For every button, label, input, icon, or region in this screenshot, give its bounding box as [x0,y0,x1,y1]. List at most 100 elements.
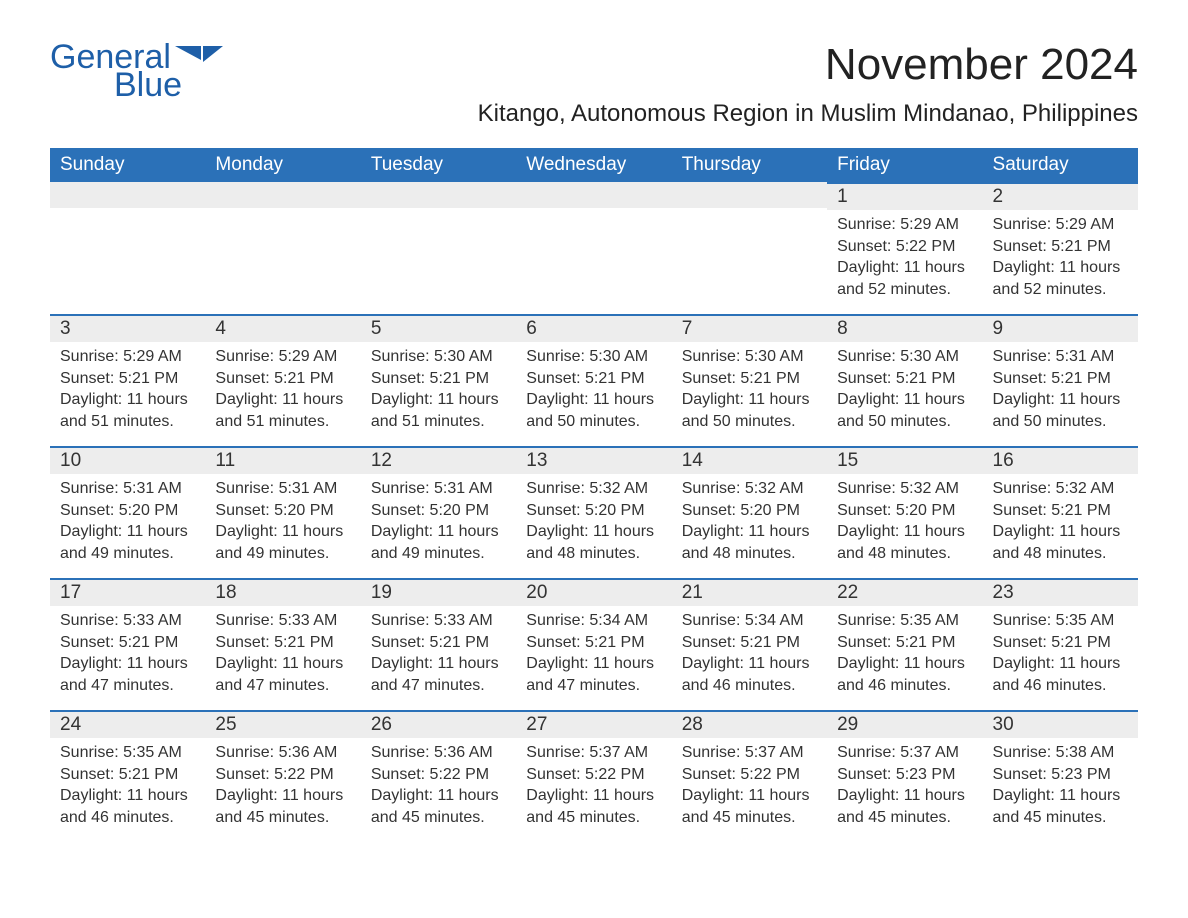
calendar-cell: 11 Sunrise: 5:31 AMSunset: 5:20 PMDayligh… [205,446,360,578]
calendar-row: 10Sunrise: 5:31 AMSunset: 5:20 PMDayligh… [50,446,1138,578]
sunset-text: Sunset: 5:21 PM [993,368,1128,390]
sunrise-text: Sunrise: 5:31 AM [215,478,350,500]
logo-text-blue: Blue [114,68,182,102]
sunrise-text: Sunrise: 5:37 AM [682,742,817,764]
sunrise-text: Sunrise: 5:37 AM [526,742,661,764]
calendar-cell: 22Sunrise: 5:35 AMSunset: 5:21 PMDayligh… [827,578,982,710]
calendar-cell: 15Sunrise: 5:32 AMSunset: 5:20 PMDayligh… [827,446,982,578]
calendar-cell: 25Sunrise: 5:36 AMSunset: 5:22 PMDayligh… [205,710,360,842]
day-header: Tuesday [361,148,516,182]
calendar-cell: 8Sunrise: 5:30 AMSunset: 5:21 PMDaylight… [827,314,982,446]
daylight-text: Daylight: 11 hours and 52 minutes. [837,257,972,300]
day-header: Friday [827,148,982,182]
daylight-text: Daylight: 11 hours and 46 minutes. [993,653,1128,696]
sunset-text: Sunset: 5:21 PM [215,368,350,390]
day-number: 2 [983,182,1138,210]
daylight-text: Daylight: 11 hours and 46 minutes. [682,653,817,696]
calendar-cell: 13Sunrise: 5:32 AMSunset: 5:20 PMDayligh… [516,446,671,578]
calendar-cell [516,182,671,314]
calendar-table: Sunday Monday Tuesday Wednesday Thursday… [50,148,1138,842]
day-body: Sunrise: 5:34 AMSunset: 5:21 PMDaylight:… [516,606,671,706]
calendar-cell: 16Sunrise: 5:32 AMSunset: 5:21 PMDayligh… [983,446,1138,578]
daylight-text: Daylight: 11 hours and 51 minutes. [371,389,506,432]
calendar-row: 24Sunrise: 5:35 AMSunset: 5:21 PMDayligh… [50,710,1138,842]
day-number: 19 [361,578,516,606]
sunset-text: Sunset: 5:23 PM [993,764,1128,786]
day-header: Sunday [50,148,205,182]
calendar-cell: 17Sunrise: 5:33 AMSunset: 5:21 PMDayligh… [50,578,205,710]
daylight-text: Daylight: 11 hours and 49 minutes. [215,521,350,564]
day-body: Sunrise: 5:35 AMSunset: 5:21 PMDaylight:… [983,606,1138,706]
sunset-text: Sunset: 5:22 PM [215,764,350,786]
sunset-text: Sunset: 5:21 PM [60,368,195,390]
day-number-empty [516,182,671,208]
sunrise-text: Sunrise: 5:31 AM [60,478,195,500]
day-body: Sunrise: 5:36 AMSunset: 5:22 PMDaylight:… [361,738,516,838]
sunset-text: Sunset: 5:23 PM [837,764,972,786]
day-number: 23 [983,578,1138,606]
sunset-text: Sunset: 5:20 PM [682,500,817,522]
sunset-text: Sunset: 5:20 PM [837,500,972,522]
calendar-row: 1Sunrise: 5:29 AMSunset: 5:22 PMDaylight… [50,182,1138,314]
calendar-cell: 14Sunrise: 5:32 AMSunset: 5:20 PMDayligh… [672,446,827,578]
day-number: 18 [205,578,360,606]
sunset-text: Sunset: 5:21 PM [682,368,817,390]
day-body: Sunrise: 5:33 AMSunset: 5:21 PMDaylight:… [205,606,360,706]
sunset-text: Sunset: 5:20 PM [371,500,506,522]
sunset-text: Sunset: 5:21 PM [993,236,1128,258]
daylight-text: Daylight: 11 hours and 50 minutes. [993,389,1128,432]
daylight-text: Daylight: 11 hours and 47 minutes. [526,653,661,696]
day-body: Sunrise: 5:30 AMSunset: 5:21 PMDaylight:… [516,342,671,442]
sunset-text: Sunset: 5:21 PM [993,632,1128,654]
sunrise-text: Sunrise: 5:29 AM [215,346,350,368]
sunset-text: Sunset: 5:22 PM [526,764,661,786]
day-number: 11 [205,446,360,474]
day-body: Sunrise: 5:31 AMSunset: 5:20 PMDaylight:… [361,474,516,574]
day-number: 10 [50,446,205,474]
day-body: Sunrise: 5:29 AMSunset: 5:21 PMDaylight:… [983,210,1138,310]
day-body: Sunrise: 5:38 AMSunset: 5:23 PMDaylight:… [983,738,1138,838]
calendar-cell: 12Sunrise: 5:31 AMSunset: 5:20 PMDayligh… [361,446,516,578]
month-title: November 2024 [478,40,1138,90]
daylight-text: Daylight: 11 hours and 51 minutes. [60,389,195,432]
day-body: Sunrise: 5:31 AMSunset: 5:20 PMDaylight:… [50,474,205,574]
day-number: 29 [827,710,982,738]
day-number-empty [205,182,360,208]
sunrise-text: Sunrise: 5:30 AM [526,346,661,368]
sunset-text: Sunset: 5:20 PM [215,500,350,522]
day-number: 7 [672,314,827,342]
day-body: Sunrise: 5:35 AMSunset: 5:21 PMDaylight:… [50,738,205,838]
day-body: Sunrise: 5:32 AMSunset: 5:20 PMDaylight:… [672,474,827,574]
calendar-cell: 21Sunrise: 5:34 AMSunset: 5:21 PMDayligh… [672,578,827,710]
day-body: Sunrise: 5:37 AMSunset: 5:22 PMDaylight:… [672,738,827,838]
daylight-text: Daylight: 11 hours and 51 minutes. [215,389,350,432]
daylight-text: Daylight: 11 hours and 50 minutes. [682,389,817,432]
sunset-text: Sunset: 5:21 PM [60,632,195,654]
daylight-text: Daylight: 11 hours and 46 minutes. [837,653,972,696]
sunset-text: Sunset: 5:21 PM [526,632,661,654]
daylight-text: Daylight: 11 hours and 47 minutes. [215,653,350,696]
day-header: Saturday [983,148,1138,182]
calendar-cell: 29Sunrise: 5:37 AMSunset: 5:23 PMDayligh… [827,710,982,842]
calendar-cell: 3Sunrise: 5:29 AMSunset: 5:21 PMDaylight… [50,314,205,446]
calendar-cell [672,182,827,314]
calendar-cell: 19Sunrise: 5:33 AMSunset: 5:21 PMDayligh… [361,578,516,710]
day-body: Sunrise: 5:33 AMSunset: 5:21 PMDaylight:… [361,606,516,706]
logo-flag-icon [175,46,223,68]
sunset-text: Sunset: 5:21 PM [371,632,506,654]
day-body: Sunrise: 5:31 AMSunset: 5:21 PMDaylight:… [983,342,1138,442]
calendar-cell [205,182,360,314]
calendar-cell: 5Sunrise: 5:30 AMSunset: 5:21 PMDaylight… [361,314,516,446]
day-header: Thursday [672,148,827,182]
daylight-text: Daylight: 11 hours and 49 minutes. [60,521,195,564]
day-number: 25 [205,710,360,738]
calendar-cell: 7Sunrise: 5:30 AMSunset: 5:21 PMDaylight… [672,314,827,446]
sunrise-text: Sunrise: 5:29 AM [993,214,1128,236]
calendar-cell: 26Sunrise: 5:36 AMSunset: 5:22 PMDayligh… [361,710,516,842]
day-body: Sunrise: 5:30 AMSunset: 5:21 PMDaylight:… [361,342,516,442]
calendar-cell: 2Sunrise: 5:29 AMSunset: 5:21 PMDaylight… [983,182,1138,314]
calendar-cell: 23Sunrise: 5:35 AMSunset: 5:21 PMDayligh… [983,578,1138,710]
sunrise-text: Sunrise: 5:35 AM [993,610,1128,632]
day-number: 12 [361,446,516,474]
sunrise-text: Sunrise: 5:33 AM [371,610,506,632]
